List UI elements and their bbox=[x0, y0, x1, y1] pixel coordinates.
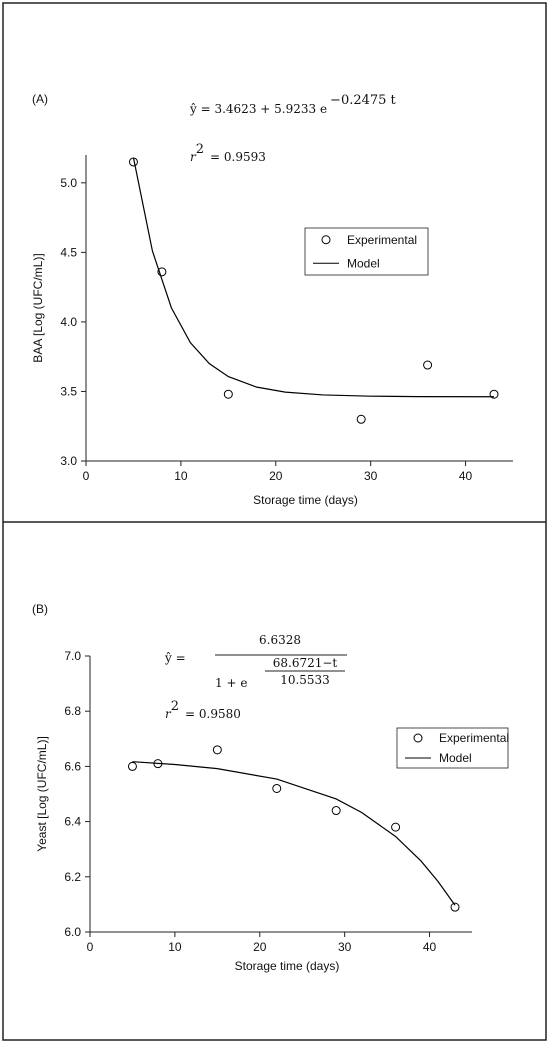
legend-label: Experimental bbox=[439, 731, 509, 745]
legend-label: Model bbox=[347, 256, 380, 270]
y-tick-label: 6.4 bbox=[64, 815, 81, 829]
legend-label: Experimental bbox=[347, 233, 417, 247]
equation-numerator: 6.6328 bbox=[259, 633, 301, 647]
r-value: = 0.9580 bbox=[185, 707, 241, 721]
x-tick-label: 40 bbox=[423, 940, 437, 954]
y-tick-label: 6.0 bbox=[64, 925, 81, 939]
r-power: 2 bbox=[171, 699, 179, 714]
y-tick-label: 6.6 bbox=[64, 759, 81, 773]
data-point bbox=[223, 389, 233, 399]
r-value: = 0.9593 bbox=[210, 150, 266, 164]
x-tick-label: 30 bbox=[364, 469, 378, 483]
equation-body: ŷ = 3.4623 + 5.9233 e bbox=[189, 102, 327, 116]
data-point bbox=[391, 822, 401, 832]
legend-marker bbox=[321, 235, 331, 245]
legend-label: Model bbox=[439, 751, 472, 765]
data-point bbox=[127, 761, 137, 771]
x-tick-label: 0 bbox=[87, 940, 94, 954]
x-tick-label: 10 bbox=[168, 940, 182, 954]
equation-exponent: −0.2475 t bbox=[330, 93, 397, 108]
y-tick-label: 6.8 bbox=[64, 704, 81, 718]
panel-label: (B) bbox=[32, 602, 48, 616]
y-tick-label: 5.0 bbox=[60, 176, 77, 190]
r-power: 2 bbox=[196, 142, 204, 157]
r-squared: r2 = 0.9593 bbox=[190, 142, 266, 164]
r-symbol: r bbox=[165, 707, 172, 721]
legend-marker bbox=[413, 733, 423, 743]
x-tick-label: 0 bbox=[83, 469, 90, 483]
data-point bbox=[212, 745, 222, 755]
model-line bbox=[132, 761, 456, 906]
exponent-numerator: 68.6721−t bbox=[273, 656, 338, 670]
data-point bbox=[450, 902, 460, 912]
exponent-denominator: 10.5533 bbox=[280, 673, 330, 687]
x-tick-label: 20 bbox=[253, 940, 267, 954]
equation-lhs: ŷ = bbox=[164, 651, 186, 665]
data-point bbox=[423, 360, 433, 370]
x-axis-label: Storage time (days) bbox=[235, 959, 340, 973]
x-tick-label: 40 bbox=[459, 469, 473, 483]
y-axis-label: BAA [Log (UFC/mL)] bbox=[31, 253, 45, 362]
equation: ŷ = 3.4623 + 5.9233 e−0.2475 t bbox=[189, 93, 397, 116]
model-line bbox=[132, 157, 495, 398]
data-point bbox=[331, 806, 341, 816]
r-squared: r2 = 0.9580 bbox=[165, 699, 241, 721]
equation-denominator: 1 + e bbox=[215, 676, 247, 690]
y-tick-label: 7.0 bbox=[64, 649, 81, 663]
panel-label: (A) bbox=[32, 92, 48, 106]
y-tick-label: 6.2 bbox=[64, 870, 81, 884]
r-symbol: r bbox=[190, 150, 197, 164]
x-tick-label: 30 bbox=[338, 940, 352, 954]
x-tick-label: 20 bbox=[269, 469, 283, 483]
y-tick-label: 4.5 bbox=[60, 245, 77, 259]
x-axis-label: Storage time (days) bbox=[253, 493, 358, 507]
y-tick-label: 3.0 bbox=[60, 454, 77, 468]
y-tick-label: 4.0 bbox=[60, 315, 77, 329]
y-axis-label: Yeast [Log (UFC/mL)] bbox=[35, 736, 49, 852]
data-point bbox=[272, 783, 282, 793]
x-tick-label: 10 bbox=[174, 469, 188, 483]
y-tick-label: 3.5 bbox=[60, 384, 77, 398]
data-point bbox=[356, 414, 366, 424]
